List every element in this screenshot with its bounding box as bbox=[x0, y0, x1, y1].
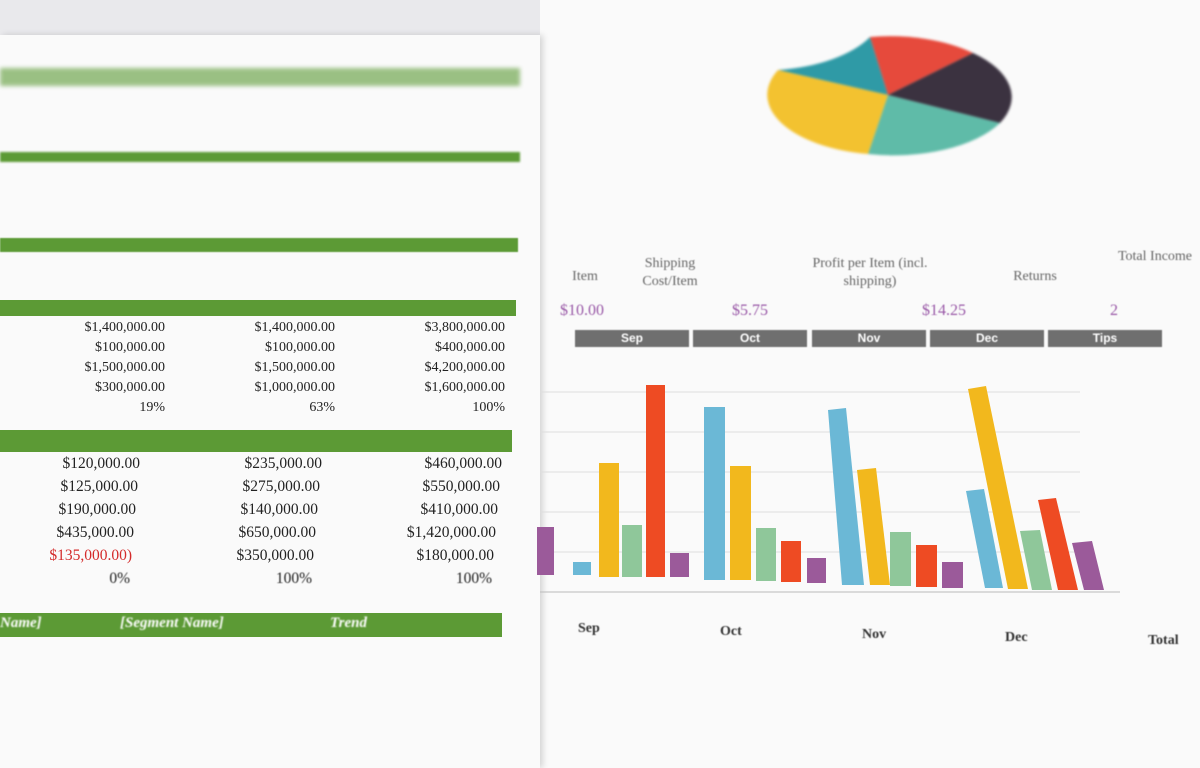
pie-slice bbox=[778, 37, 888, 95]
bar bbox=[537, 527, 554, 575]
bar bbox=[730, 466, 751, 580]
table-cell: $435,000.00 bbox=[56, 524, 135, 541]
bar bbox=[756, 528, 776, 581]
bar bbox=[1072, 541, 1104, 590]
bars bbox=[537, 385, 1104, 590]
bar bbox=[968, 386, 1028, 589]
table-cell: 100% bbox=[275, 570, 312, 587]
bar bbox=[670, 553, 689, 577]
table-cell: $1,400,000.00 bbox=[84, 320, 166, 335]
table-cell: $650,000.00 bbox=[238, 524, 317, 541]
header-value: 2 bbox=[1110, 302, 1118, 319]
table-cell: 63% bbox=[309, 400, 335, 415]
table-cell: $1,400,000.00 bbox=[254, 320, 336, 335]
header-value: $10.00 bbox=[560, 302, 604, 319]
table-cell: 0% bbox=[109, 570, 130, 587]
table-cell: $135,000.00) bbox=[49, 547, 132, 564]
table-cell: $100,000.00 bbox=[265, 340, 335, 355]
bar bbox=[599, 463, 619, 577]
column-header: Profit per Item (incl. shipping) bbox=[812, 256, 928, 289]
footer-header: Trend bbox=[330, 615, 367, 631]
bottom-header: Sep bbox=[578, 621, 600, 636]
table-cell: $400,000.00 bbox=[435, 340, 505, 355]
table-cell: $4,200,000.00 bbox=[424, 360, 506, 375]
month-label: Nov bbox=[812, 330, 926, 347]
pie bbox=[767, 36, 1012, 156]
column-header: Shipping Cost/Item bbox=[642, 256, 698, 289]
table-cell: $235,000.00 bbox=[244, 455, 323, 472]
header-value: $5.75 bbox=[732, 302, 768, 319]
table-cell: $3,800,000.00 bbox=[424, 320, 506, 335]
bar bbox=[916, 545, 937, 587]
pie-slice bbox=[870, 36, 973, 95]
table-cell: $100,000.00 bbox=[95, 340, 165, 355]
bottom-header: Oct bbox=[720, 624, 742, 639]
bar bbox=[573, 562, 591, 575]
table-cell: $140,000.00 bbox=[240, 501, 319, 518]
bar bbox=[890, 532, 911, 586]
bottom-header: Total bbox=[1148, 633, 1179, 648]
column-header: Total Income bbox=[1117, 249, 1193, 264]
table-cell: $1,000,000.00 bbox=[254, 380, 336, 395]
bar bbox=[781, 541, 801, 582]
column-header: Item bbox=[572, 269, 598, 284]
month-label: Tips bbox=[1048, 330, 1162, 347]
pie-slice bbox=[767, 70, 888, 154]
band bbox=[0, 300, 516, 316]
footer-header: [Segment Name] bbox=[120, 615, 224, 631]
bar bbox=[942, 562, 963, 588]
table-cell: 100% bbox=[472, 400, 505, 415]
table-cell: $1,500,000.00 bbox=[84, 360, 166, 375]
month-label: Dec bbox=[930, 330, 1044, 347]
bar bbox=[828, 408, 864, 585]
table-cell: $180,000.00 bbox=[416, 547, 495, 564]
table-cell: $350,000.00 bbox=[236, 547, 315, 564]
band bbox=[0, 430, 512, 452]
table-cell: $1,500,000.00 bbox=[254, 360, 336, 375]
bar bbox=[622, 525, 642, 577]
bar bbox=[646, 385, 665, 577]
table-cell: $460,000.00 bbox=[424, 455, 503, 472]
footer-header: Name] bbox=[0, 615, 42, 631]
table-cell: $1,600,000.00 bbox=[424, 380, 506, 395]
column-header: Returns bbox=[1013, 269, 1057, 284]
pie-slice bbox=[868, 95, 1000, 156]
table-cell: $410,000.00 bbox=[420, 501, 499, 518]
bar bbox=[807, 558, 826, 583]
band bbox=[0, 238, 518, 252]
table-cell: $300,000.00 bbox=[95, 380, 165, 395]
band bbox=[0, 152, 520, 162]
band bbox=[0, 68, 520, 86]
table-cell: $1,420,000.00 bbox=[406, 524, 496, 541]
table-cell: $120,000.00 bbox=[62, 455, 141, 472]
bar bbox=[704, 407, 725, 580]
table-cell: 19% bbox=[139, 400, 165, 415]
band bbox=[0, 613, 502, 637]
bar bbox=[966, 489, 1003, 588]
month-label: Oct bbox=[693, 330, 807, 347]
table-cell: $550,000.00 bbox=[422, 478, 501, 495]
table-cell: 100% bbox=[455, 570, 492, 587]
table-cell: $190,000.00 bbox=[58, 501, 137, 518]
bottom-header: Dec bbox=[1005, 630, 1028, 645]
bar bbox=[857, 468, 890, 585]
table-cell: $275,000.00 bbox=[242, 478, 321, 495]
pie-slice bbox=[888, 53, 1012, 123]
header-value: $14.25 bbox=[922, 302, 966, 319]
bottom-header: Nov bbox=[862, 627, 887, 642]
table-cell: $125,000.00 bbox=[60, 478, 139, 495]
month-label: Sep bbox=[575, 330, 689, 347]
bar bbox=[1020, 530, 1052, 590]
bar bbox=[1038, 498, 1078, 590]
